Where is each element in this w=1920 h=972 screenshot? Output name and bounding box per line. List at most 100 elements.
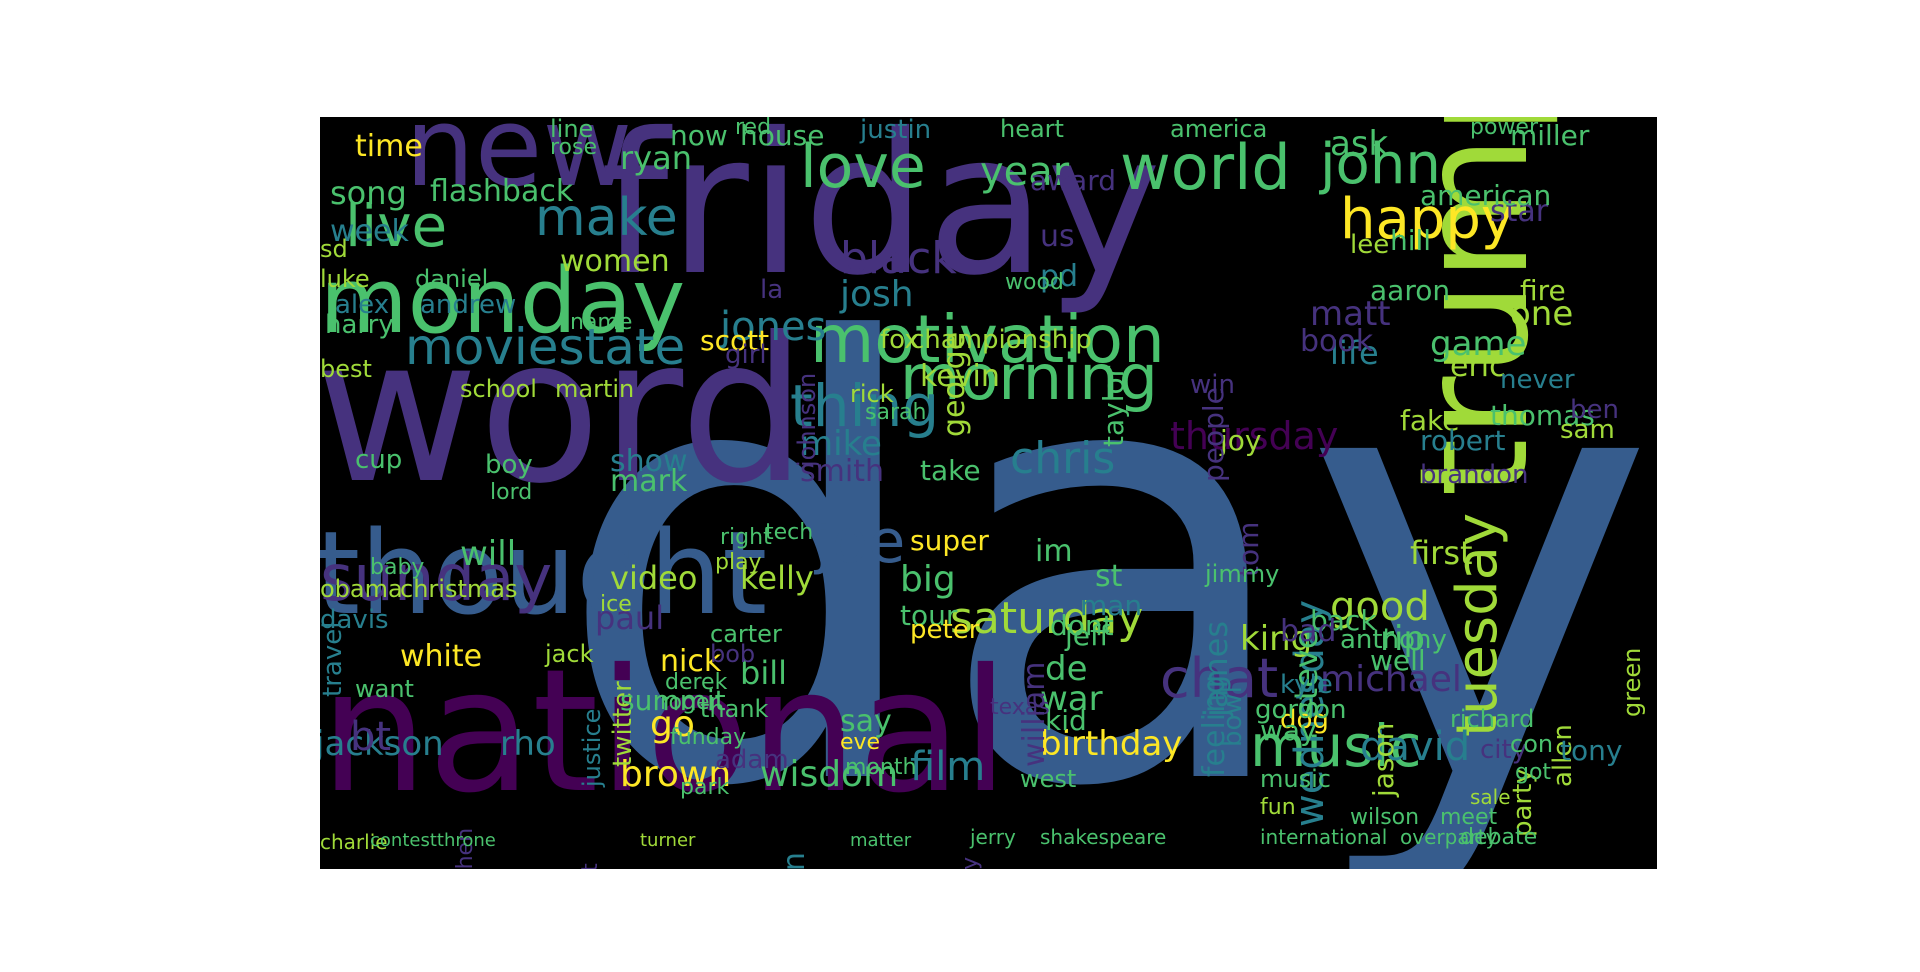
word-la: la <box>760 275 784 305</box>
word-red: red <box>735 117 772 140</box>
word-star: star <box>1490 194 1549 229</box>
word-funday: funday <box>670 725 747 750</box>
word-win: win <box>1190 370 1235 400</box>
word-dog: dog <box>1280 705 1329 735</box>
word-never: never <box>1500 365 1575 395</box>
word-chat: chat <box>1160 647 1279 710</box>
word-show: show <box>610 444 688 479</box>
word-carter: carter <box>710 620 782 648</box>
word-thank: thank <box>700 695 769 723</box>
word-morning: morning <box>900 341 1158 414</box>
word-play: play <box>715 550 762 575</box>
word-city: city <box>1480 735 1528 765</box>
word-rick: rick <box>850 380 894 408</box>
word-gordon: gordon <box>1255 695 1347 725</box>
word-best: best <box>320 355 372 383</box>
word-jason: jason <box>1367 722 1400 797</box>
word-thomas: thomas <box>1490 399 1595 432</box>
word-world: world <box>1120 131 1291 204</box>
word-rho: rho <box>500 724 556 764</box>
word-kevin: kevin <box>920 359 1000 394</box>
word-matter: matter <box>850 830 912 851</box>
word-derek: derek <box>665 670 728 695</box>
word-john: john <box>1320 132 1441 197</box>
word-day: day <box>553 219 1657 869</box>
word-way: way <box>1260 714 1317 747</box>
word-go: go <box>650 704 695 745</box>
word-smith: smith <box>800 454 884 489</box>
word-paul: paul <box>595 599 665 637</box>
word-now: now <box>670 119 728 152</box>
word-dont: dont <box>1050 609 1114 642</box>
word-michael: michael <box>1320 659 1462 700</box>
word-new: new <box>405 117 633 211</box>
word-fire: fire <box>1520 274 1566 307</box>
word-one: one <box>1510 294 1574 334</box>
word-tech: tech <box>765 520 814 545</box>
word-st: st <box>1095 559 1123 594</box>
word-moviestate: moviestate <box>405 318 686 376</box>
word-america: america <box>1170 117 1268 143</box>
word-nick: nick <box>660 644 722 679</box>
word-ben: ben <box>1570 395 1619 425</box>
word-cup: cup <box>355 445 403 475</box>
word-championship: championship <box>910 325 1092 355</box>
word-summit: summit <box>620 684 726 717</box>
word-josh: josh <box>840 274 914 315</box>
word-bob: bob <box>710 640 756 668</box>
word-jeff: jeff <box>1065 619 1110 652</box>
word-war: war <box>1040 679 1103 719</box>
word-fun: fun <box>1260 795 1296 820</box>
word-right: right <box>720 525 772 550</box>
word-lord: lord <box>490 480 533 505</box>
word-de: de <box>1045 649 1088 689</box>
word-holiday: holiday <box>958 857 983 869</box>
word-sd: sd <box>320 235 348 263</box>
word-roger: roger <box>660 690 719 715</box>
word-scott: scott <box>700 324 770 357</box>
word-sale: sale <box>1470 785 1511 809</box>
word-time: time <box>355 129 423 164</box>
word-baby: baby <box>370 555 425 580</box>
word-happy: happy <box>1340 187 1515 252</box>
word-super: super <box>910 524 989 557</box>
word-american: american <box>1420 179 1552 212</box>
word-jackson: jackson <box>320 724 444 764</box>
word-good: good <box>1330 584 1430 630</box>
word-jordan: jordan <box>777 852 812 869</box>
word-award: award <box>1030 164 1117 197</box>
word-king: king <box>1240 619 1313 659</box>
word-texas: texas <box>990 695 1050 720</box>
word-week: week <box>330 214 409 249</box>
word-adam: adam <box>715 745 789 775</box>
word-lee: lee <box>1350 230 1390 260</box>
word-david: david <box>1360 724 1471 770</box>
word-taylor: taylor <box>1097 365 1130 447</box>
word-sam: sam <box>1560 415 1615 445</box>
word-eve: eve <box>840 730 881 755</box>
word-harry: harry <box>325 310 394 340</box>
word-chris: chris <box>1010 433 1116 484</box>
word-kid: kid <box>1045 704 1087 737</box>
word-bowl: bowl <box>1218 686 1248 747</box>
word-life: life <box>1330 334 1379 372</box>
word-school: school <box>460 375 537 403</box>
word-song: song <box>330 174 407 212</box>
word-women: women <box>560 244 670 279</box>
word-charlie: charlie <box>320 830 388 854</box>
word-tour: tour <box>900 599 958 632</box>
word-eric: eric <box>1450 349 1506 384</box>
word-pd: pd <box>1040 259 1079 294</box>
word-want: want <box>355 675 414 703</box>
word-friday: friday <box>600 117 1162 318</box>
word-name: name <box>570 310 633 335</box>
word-thought: thought <box>320 507 768 641</box>
word-house: house <box>740 119 825 152</box>
word-ice: ice <box>600 592 632 617</box>
word-birthday: birthday <box>1040 724 1183 764</box>
word-us: us <box>1040 219 1075 254</box>
word-davis: davis <box>320 605 389 635</box>
word-will: will <box>460 534 517 574</box>
word-back: back <box>1310 604 1377 637</box>
word-mike: mike <box>800 424 882 464</box>
